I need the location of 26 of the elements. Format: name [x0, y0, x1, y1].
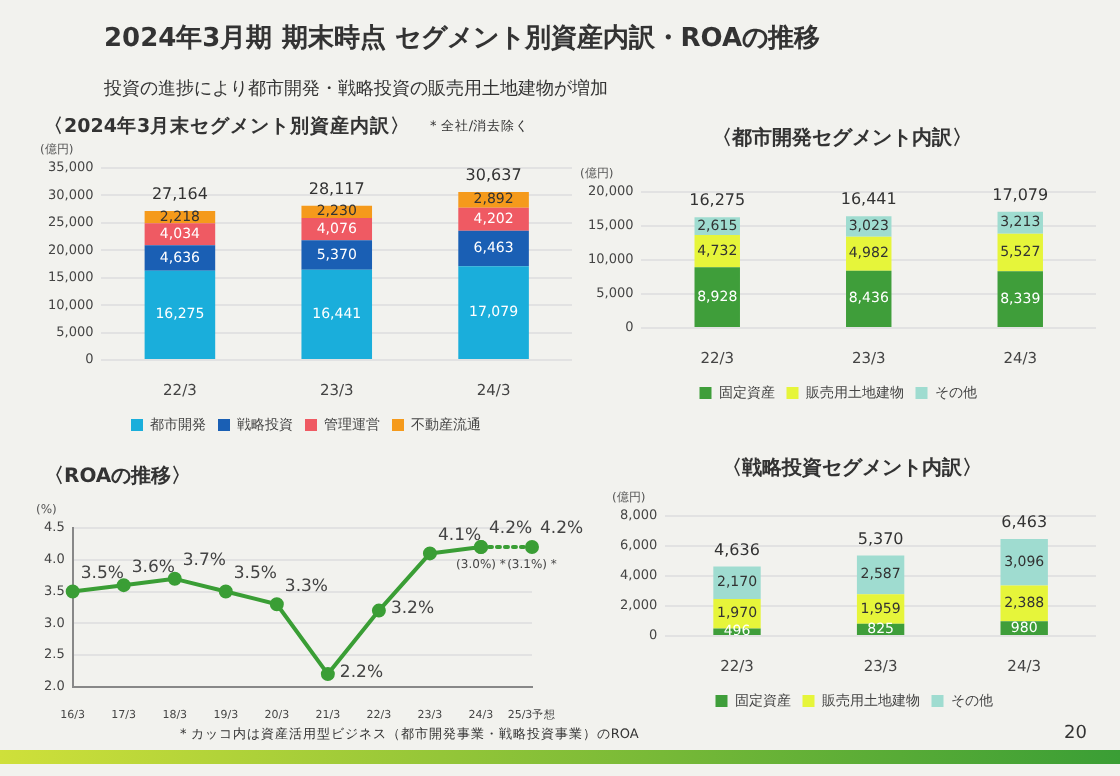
- data-label: 4.1%: [437, 525, 482, 546]
- data-label: 3.5%: [233, 563, 277, 584]
- data-label: 4.2%: [488, 519, 533, 540]
- text: 〈2024年3月末セグメント別資産内訳〉: [44, 116, 411, 139]
- chart-title: 〈都市開発セグメント内訳〉: [710, 128, 974, 152]
- chart-subtitle: 投資の進捗により都市開発・戦略投資の販売用土地建物が増加: [104, 80, 608, 102]
- data-label: 3.5%: [80, 563, 124, 584]
- total-label: 4,636: [714, 540, 760, 559]
- total-label: 5,370: [857, 529, 904, 548]
- data-label: 3.2%: [390, 598, 435, 619]
- chart-title: 2024年3月期 期末時点 セグメント別資産内訳・ROAの推移: [104, 24, 821, 56]
- total-label: 17,079: [992, 186, 1049, 205]
- data-label: 3.6%: [131, 557, 175, 578]
- text: 20: [1064, 724, 1087, 746]
- total-label: 16,441: [840, 190, 897, 209]
- chart-title: 〈ROAの推移〉: [44, 466, 192, 490]
- chart-title: 〈戦略投資セグメント内訳〉: [720, 458, 984, 482]
- total-label: 28,117: [308, 179, 365, 198]
- data-label: 3.7%: [182, 551, 226, 572]
- total-label: 30,637: [465, 166, 522, 185]
- total-label: 6,463: [1001, 513, 1048, 532]
- total-label: 16,275: [689, 191, 746, 210]
- total-label: 27,164: [151, 185, 208, 204]
- data-label: 2.2%: [339, 662, 384, 683]
- data-label: 4.2%: [540, 519, 584, 540]
- data-label: 3.3%: [284, 576, 329, 597]
